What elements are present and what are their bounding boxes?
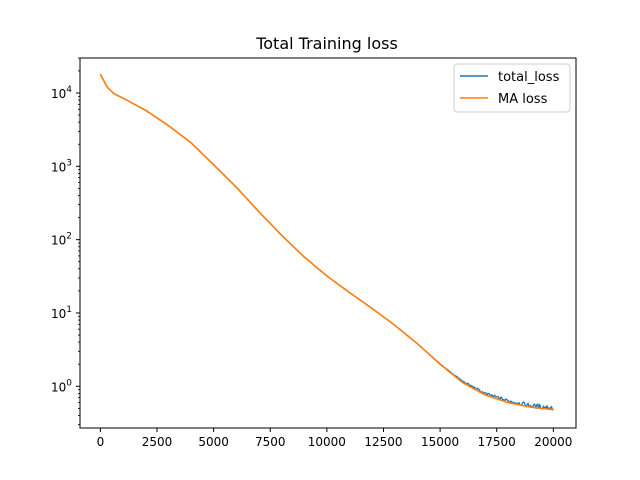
series-layer bbox=[99, 73, 554, 411]
legend-label-total-loss: total_loss bbox=[498, 70, 560, 85]
x-tick-label: 5000 bbox=[198, 435, 229, 449]
x-tick-label: 12500 bbox=[364, 435, 402, 449]
x-tick-label: 10000 bbox=[308, 435, 346, 449]
axes-frame bbox=[79, 57, 577, 429]
series-line-ma-loss bbox=[99, 73, 554, 411]
x-tick-label: 17500 bbox=[478, 435, 516, 449]
y-tick-label: 100 bbox=[51, 378, 72, 394]
y-tick-label: 104 bbox=[51, 85, 72, 101]
x-tick-label: 0 bbox=[97, 435, 105, 449]
chart-title: Total Training loss bbox=[255, 34, 398, 53]
y-tick-label: 103 bbox=[51, 158, 72, 174]
y-axis-ticks: 100 101 102 103 104 bbox=[51, 57, 80, 426]
x-tick-label: 20000 bbox=[534, 435, 572, 449]
y-tick-label: 102 bbox=[51, 232, 72, 248]
y-tick-label: 101 bbox=[51, 305, 72, 321]
legend: total_loss MA loss bbox=[453, 63, 571, 113]
legend-label-ma-loss: MA loss bbox=[498, 92, 548, 107]
x-axis-ticks: 0 2500 5000 7500 10000 12500 15000 17500 20000 bbox=[97, 428, 572, 449]
x-tick-label: 7500 bbox=[255, 435, 286, 449]
x-tick-label: 2500 bbox=[142, 435, 173, 449]
x-tick-label: 15000 bbox=[421, 435, 459, 449]
